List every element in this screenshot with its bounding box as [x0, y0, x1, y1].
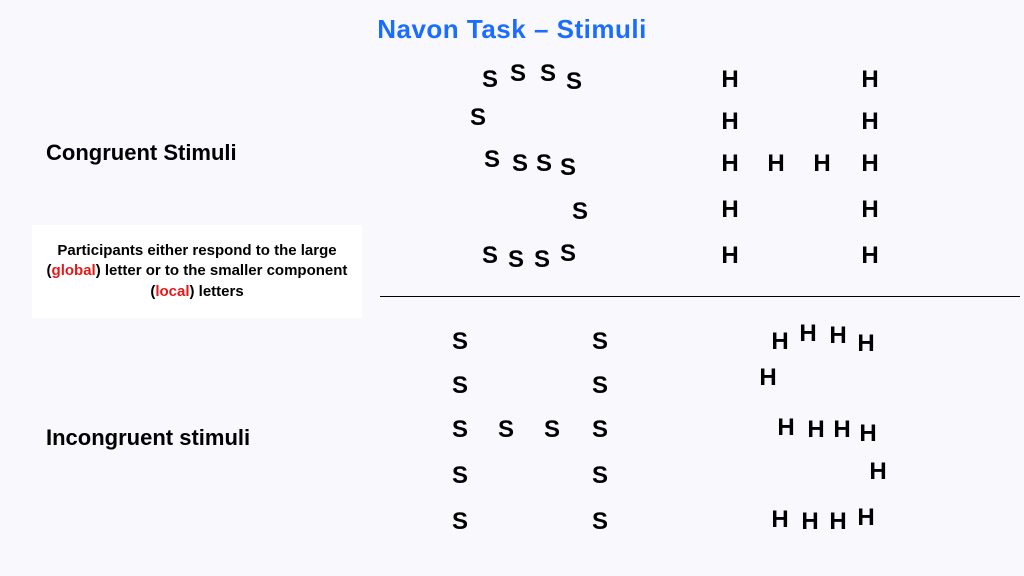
glyph-h: H — [777, 414, 794, 442]
description-box: Participants either respond to the large… — [32, 225, 362, 318]
glyph-h: H — [799, 320, 816, 348]
glyph-h: H — [829, 322, 846, 350]
glyph-h: H — [829, 508, 846, 536]
glyph-s: S — [510, 60, 526, 88]
glyph-s: S — [508, 246, 524, 274]
desc-suffix: ) letters — [190, 283, 244, 300]
stimulus-incongruent-h-of-s: SSSSSSSSSSSS — [440, 320, 640, 550]
glyph-h: H — [721, 108, 738, 136]
glyph-s: S — [592, 508, 608, 536]
glyph-s: S — [484, 146, 500, 174]
glyph-s: S — [540, 60, 556, 88]
glyph-s: S — [592, 328, 608, 356]
stimulus-congruent-h-of-h: HHHHHHHHHHHH — [710, 60, 910, 280]
glyph-s: S — [452, 416, 468, 444]
glyph-h: H — [861, 108, 878, 136]
glyph-s: S — [452, 462, 468, 490]
glyph-h: H — [857, 504, 874, 532]
glyph-s: S — [566, 68, 582, 96]
glyph-s: S — [534, 246, 550, 274]
glyph-s: S — [592, 462, 608, 490]
stimulus-congruent-s-of-s: SSSSSSSSSSSSSS — [440, 60, 620, 280]
desc-highlight-local: local — [155, 283, 189, 300]
glyph-s: S — [512, 150, 528, 178]
glyph-h: H — [721, 196, 738, 224]
glyph-s: S — [498, 416, 514, 444]
glyph-s: S — [544, 416, 560, 444]
section-divider — [380, 296, 1020, 297]
glyph-h: H — [759, 364, 776, 392]
glyph-s: S — [482, 66, 498, 94]
glyph-s: S — [470, 104, 486, 132]
glyph-s: S — [452, 372, 468, 400]
glyph-h: H — [807, 416, 824, 444]
congruent-label: Congruent Stimuli — [46, 140, 237, 166]
glyph-h: H — [721, 150, 738, 178]
glyph-h: H — [833, 416, 850, 444]
glyph-h: H — [721, 66, 738, 94]
glyph-h: H — [859, 420, 876, 448]
glyph-h: H — [861, 242, 878, 270]
glyph-h: H — [861, 66, 878, 94]
glyph-s: S — [482, 242, 498, 270]
glyph-s: S — [592, 416, 608, 444]
glyph-h: H — [767, 150, 784, 178]
glyph-s: S — [536, 150, 552, 178]
glyph-s: S — [452, 508, 468, 536]
glyph-s: S — [572, 198, 588, 226]
glyph-s: S — [560, 154, 576, 182]
glyph-h: H — [721, 242, 738, 270]
glyph-h: H — [857, 330, 874, 358]
glyph-s: S — [592, 372, 608, 400]
glyph-h: H — [801, 508, 818, 536]
glyph-s: S — [560, 240, 576, 268]
page-title: Navon Task – Stimuli — [0, 14, 1024, 45]
glyph-h: H — [861, 150, 878, 178]
glyph-h: H — [813, 150, 830, 178]
stimulus-incongruent-s-of-h: HHHHHHHHHHHHHH — [720, 320, 920, 550]
glyph-h: H — [771, 328, 788, 356]
glyph-h: H — [869, 458, 886, 486]
incongruent-label: Incongruent stimuli — [46, 425, 250, 451]
glyph-s: S — [452, 328, 468, 356]
desc-highlight-global: global — [52, 262, 96, 279]
glyph-h: H — [861, 196, 878, 224]
glyph-h: H — [771, 506, 788, 534]
